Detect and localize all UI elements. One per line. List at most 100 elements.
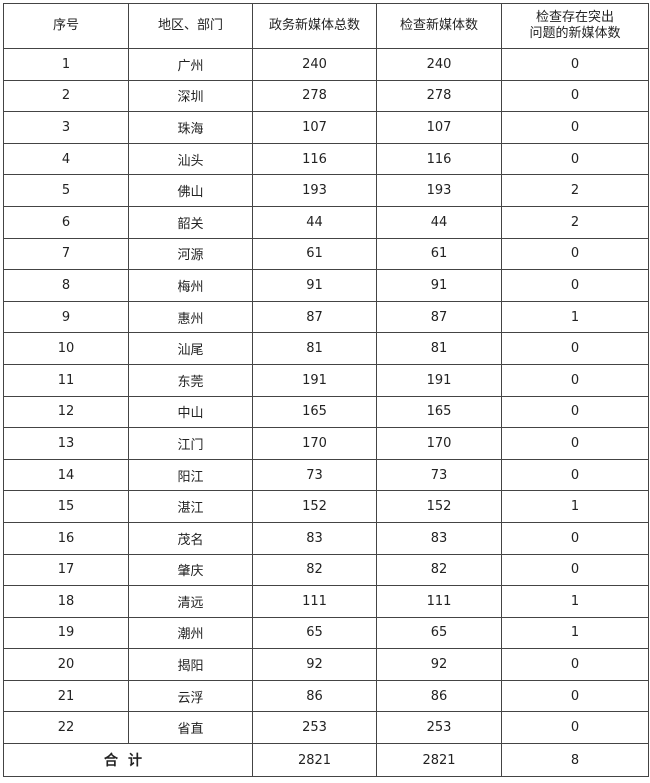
row-checked-media: 107 bbox=[376, 111, 502, 144]
row-problem-media: 1 bbox=[501, 616, 649, 650]
row-index: 14 bbox=[3, 458, 129, 492]
row-region: 清远 bbox=[128, 585, 253, 618]
row-total-media: 61 bbox=[252, 237, 377, 271]
row-total-media: 82 bbox=[252, 553, 377, 587]
row-problem-media: 0 bbox=[501, 395, 649, 429]
row-index: 6 bbox=[3, 205, 129, 239]
table-row: 21 云浮 86 86 0 bbox=[3, 679, 649, 713]
row-problem-media: 0 bbox=[501, 427, 649, 460]
media-inspection-table: 序号 地区、部门 政务新媒体总数 检查新媒体数 检查存在突出 问题的新媒体数 1… bbox=[3, 3, 649, 778]
table-row: 12 中山 165 165 0 bbox=[3, 395, 649, 429]
row-checked-media: 92 bbox=[376, 648, 502, 681]
row-checked-media: 87 bbox=[376, 300, 502, 334]
row-problem-media: 0 bbox=[501, 679, 649, 713]
row-checked-media: 83 bbox=[376, 521, 502, 555]
row-checked-media: 86 bbox=[376, 679, 502, 713]
table-row: 8 梅州 91 91 0 bbox=[3, 269, 649, 302]
row-index: 16 bbox=[3, 521, 129, 555]
row-checked-media: 65 bbox=[376, 616, 502, 650]
table-row: 5 佛山 193 193 2 bbox=[3, 174, 649, 207]
row-problem-media: 0 bbox=[501, 363, 649, 397]
row-index: 4 bbox=[3, 142, 129, 176]
row-total-media: 107 bbox=[252, 111, 377, 144]
table-row: 18 清远 111 111 1 bbox=[3, 585, 649, 618]
row-index: 8 bbox=[3, 269, 129, 302]
row-index: 7 bbox=[3, 237, 129, 271]
row-checked-media: 191 bbox=[376, 363, 502, 397]
row-total-media: 83 bbox=[252, 521, 377, 555]
row-index: 12 bbox=[3, 395, 129, 429]
row-region: 韶关 bbox=[128, 205, 253, 239]
row-checked-media: 193 bbox=[376, 174, 502, 207]
row-total-media: 116 bbox=[252, 142, 377, 176]
row-problem-media: 0 bbox=[501, 458, 649, 492]
row-region: 梅州 bbox=[128, 269, 253, 302]
row-index: 1 bbox=[3, 48, 129, 81]
table-row: 10 汕尾 81 81 0 bbox=[3, 332, 649, 365]
row-problem-media: 2 bbox=[501, 174, 649, 207]
row-problem-media: 0 bbox=[501, 237, 649, 271]
row-problem-media: 1 bbox=[501, 300, 649, 334]
table-row: 11 东莞 191 191 0 bbox=[3, 363, 649, 397]
row-region: 广州 bbox=[128, 48, 253, 81]
total-problem-count: 8 bbox=[501, 743, 649, 778]
row-total-media: 193 bbox=[252, 174, 377, 207]
row-region: 云浮 bbox=[128, 679, 253, 713]
row-checked-media: 82 bbox=[376, 553, 502, 587]
header-total-media: 政务新媒体总数 bbox=[252, 3, 377, 49]
header-problem-line-1: 检查存在突出 bbox=[535, 10, 614, 25]
row-total-media: 87 bbox=[252, 300, 377, 334]
row-total-media: 152 bbox=[252, 490, 377, 523]
row-total-media: 73 bbox=[252, 458, 377, 492]
row-index: 10 bbox=[3, 332, 129, 365]
table-row: 4 汕头 116 116 0 bbox=[3, 142, 649, 176]
row-problem-media: 0 bbox=[501, 48, 649, 81]
row-problem-media: 0 bbox=[501, 521, 649, 555]
row-index: 9 bbox=[3, 300, 129, 334]
row-total-media: 240 bbox=[252, 48, 377, 81]
table-row: 2 深圳 278 278 0 bbox=[3, 79, 649, 113]
row-checked-media: 91 bbox=[376, 269, 502, 302]
table-row: 16 茂名 83 83 0 bbox=[3, 521, 649, 555]
row-index: 19 bbox=[3, 616, 129, 650]
row-index: 5 bbox=[3, 174, 129, 207]
row-problem-media: 0 bbox=[501, 711, 649, 745]
table-row: 15 湛江 152 152 1 bbox=[3, 490, 649, 523]
row-problem-media: 0 bbox=[501, 79, 649, 113]
row-region: 惠州 bbox=[128, 300, 253, 334]
row-region: 佛山 bbox=[128, 174, 253, 207]
row-problem-media: 0 bbox=[501, 269, 649, 302]
row-checked-media: 240 bbox=[376, 48, 502, 81]
row-index: 21 bbox=[3, 679, 129, 713]
row-index: 22 bbox=[3, 711, 129, 745]
row-checked-media: 81 bbox=[376, 332, 502, 365]
table-row: 6 韶关 44 44 2 bbox=[3, 205, 649, 239]
row-index: 17 bbox=[3, 553, 129, 587]
header-problem-line-2: 问题的新媒体数 bbox=[529, 26, 621, 41]
header-region: 地区、部门 bbox=[128, 3, 253, 49]
row-problem-media: 0 bbox=[501, 332, 649, 365]
row-problem-media: 0 bbox=[501, 553, 649, 587]
row-region: 汕头 bbox=[128, 142, 253, 176]
row-total-media: 165 bbox=[252, 395, 377, 429]
row-region: 中山 bbox=[128, 395, 253, 429]
row-index: 18 bbox=[3, 585, 129, 618]
row-region: 珠海 bbox=[128, 111, 253, 144]
row-problem-media: 0 bbox=[501, 111, 649, 144]
row-index: 15 bbox=[3, 490, 129, 523]
row-region: 汕尾 bbox=[128, 332, 253, 365]
row-region: 湛江 bbox=[128, 490, 253, 523]
row-region: 河源 bbox=[128, 237, 253, 271]
row-checked-media: 253 bbox=[376, 711, 502, 745]
table-row: 9 惠州 87 87 1 bbox=[3, 300, 649, 334]
row-region: 江门 bbox=[128, 427, 253, 460]
row-index: 20 bbox=[3, 648, 129, 681]
row-total-media: 253 bbox=[252, 711, 377, 745]
row-region: 深圳 bbox=[128, 79, 253, 113]
row-total-media: 111 bbox=[252, 585, 377, 618]
total-media-count: 2821 bbox=[252, 743, 377, 778]
row-index: 2 bbox=[3, 79, 129, 113]
header-row: 序号 地区、部门 政务新媒体总数 检查新媒体数 检查存在突出 问题的新媒体数 bbox=[3, 3, 649, 49]
table-row: 3 珠海 107 107 0 bbox=[3, 111, 649, 144]
row-total-media: 86 bbox=[252, 679, 377, 713]
